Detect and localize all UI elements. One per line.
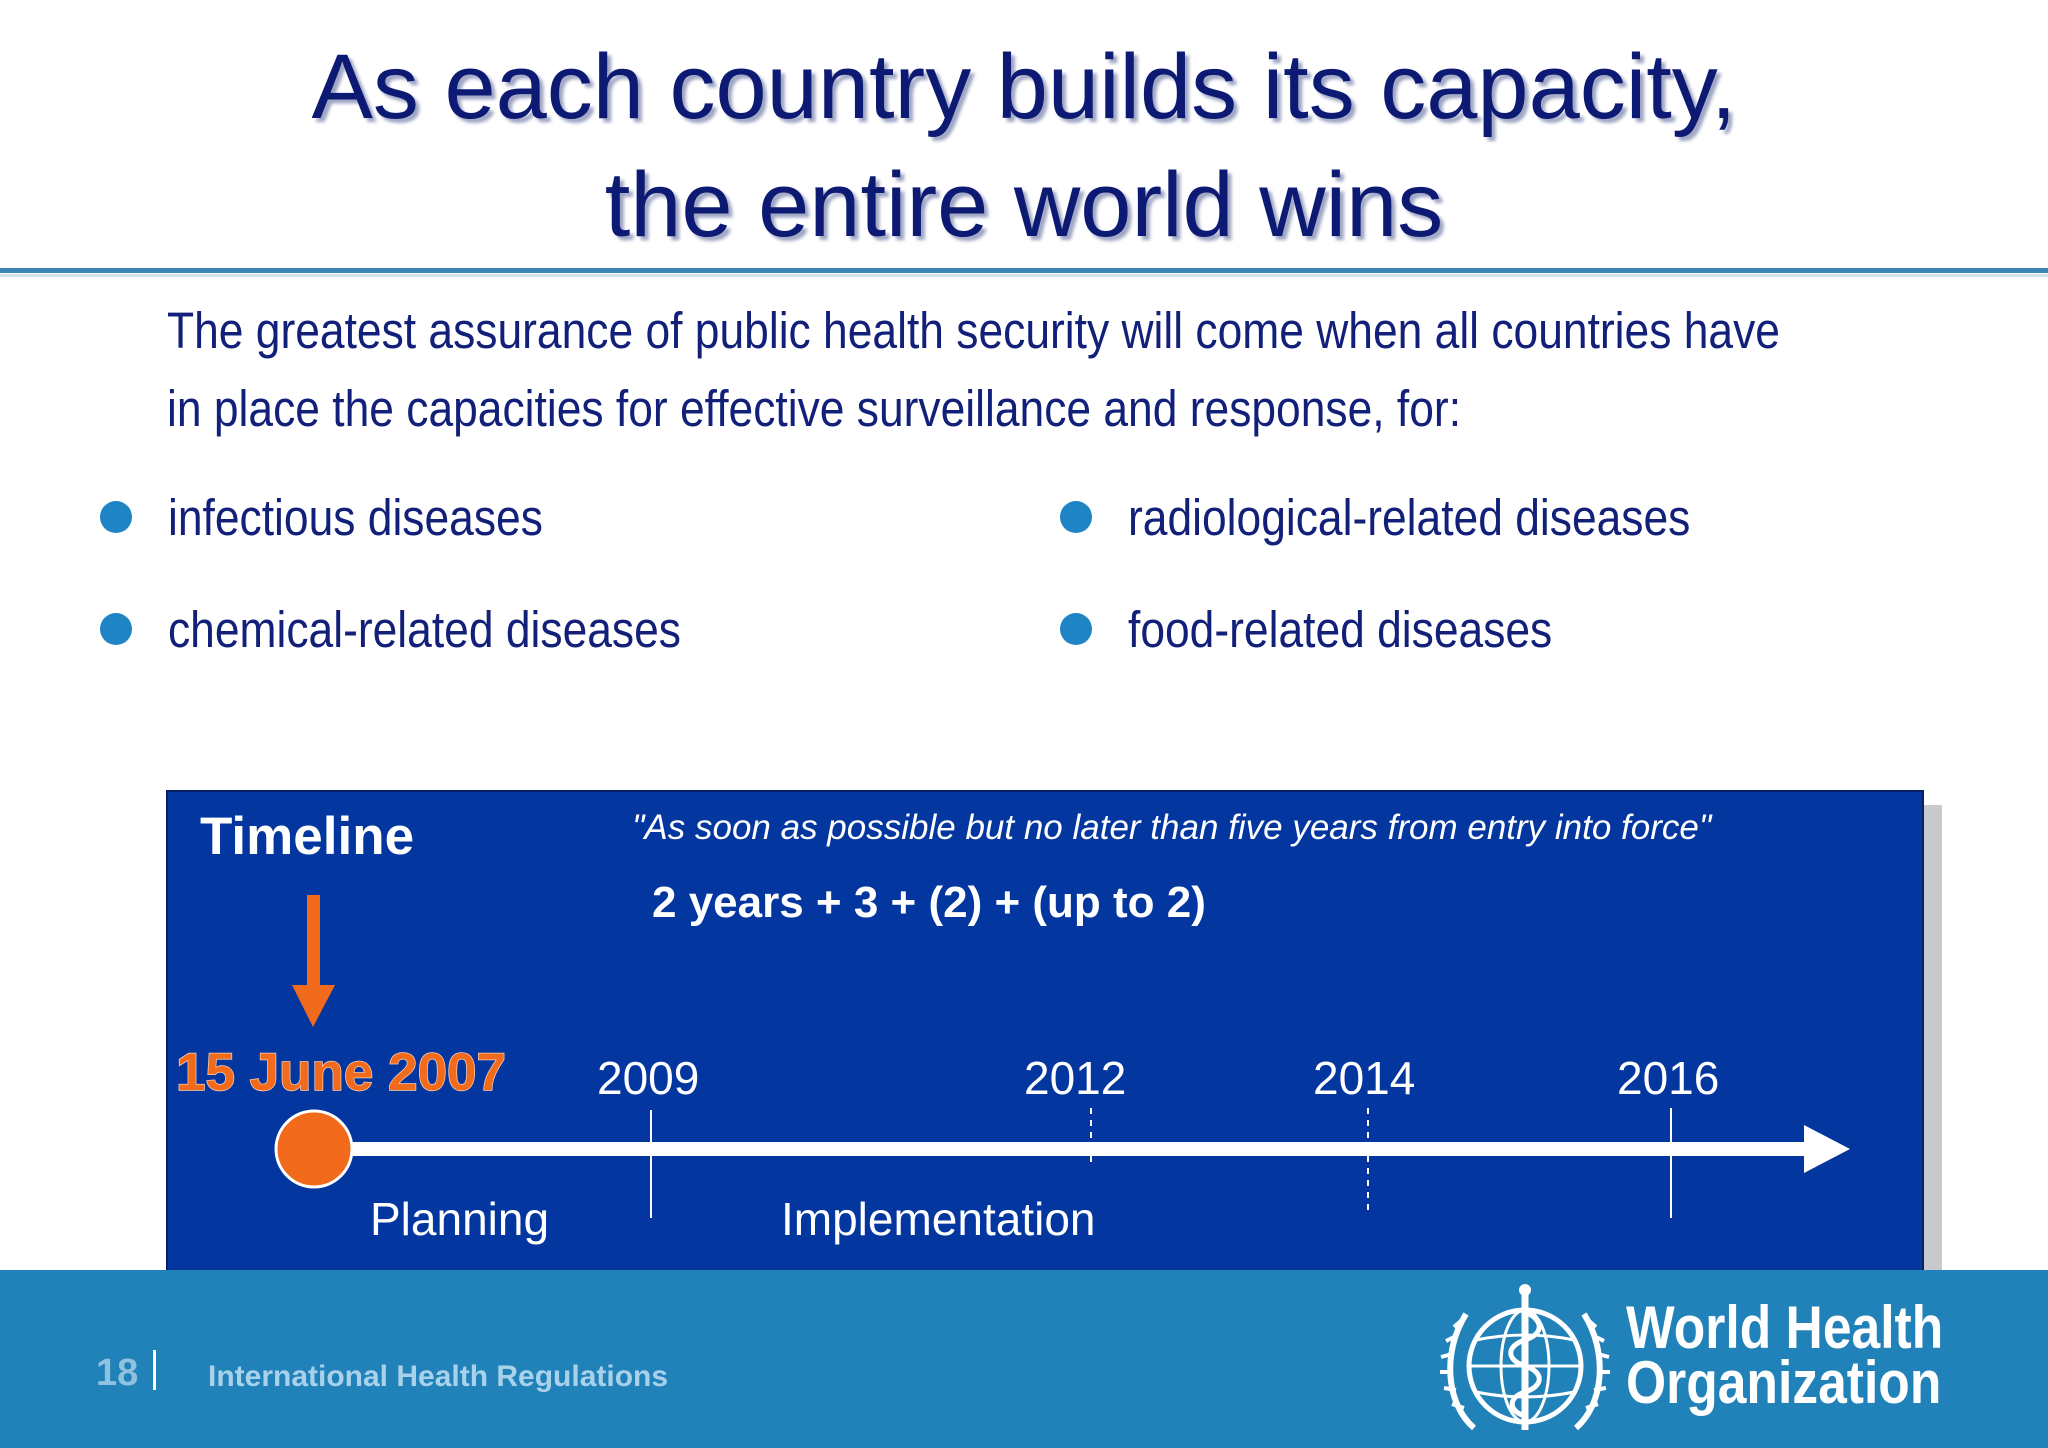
- timeline-axis: [300, 1142, 1816, 1156]
- who-emblem-icon: [1440, 1284, 1610, 1431]
- who-name-line-1: World Health: [1626, 1294, 1944, 1361]
- title-divider-shadow: [0, 274, 2048, 277]
- bullet-text: infectious diseases: [168, 488, 543, 546]
- bullet-dot-icon: [100, 501, 132, 533]
- down-arrow-icon: [292, 985, 335, 1027]
- timeline-heading: Timeline: [200, 807, 415, 866]
- bullet-text: chemical-related diseases: [168, 600, 681, 658]
- bullet-item: radiological-related diseases: [1060, 482, 1774, 552]
- bullet-dot-icon: [1060, 613, 1092, 645]
- down-arrow-shaft: [307, 895, 320, 987]
- title-line-1: As each country builds its capacity,: [311, 36, 1737, 138]
- year-label: 2009: [597, 1052, 699, 1104]
- bullet-item: chemical-related diseases: [100, 594, 758, 664]
- page-number: 18: [96, 1352, 139, 1394]
- bullet-dot-icon: [100, 613, 132, 645]
- start-marker-icon: [274, 1109, 354, 1189]
- intro-line-1: The greatest assurance of public health …: [167, 302, 1780, 359]
- timeline-formula: 2 years + 3 + (2) + (up to 2): [652, 878, 1206, 927]
- slide-title: As each country builds its capacity, the…: [0, 28, 2048, 264]
- start-date-label: 15 June 2007: [176, 1043, 506, 1102]
- footer-subtitle: International Health Regulations: [208, 1360, 669, 1393]
- who-name-line-2: Organization: [1626, 1349, 1942, 1416]
- timeline-quote: "As soon as possible but no later than f…: [632, 808, 1712, 847]
- timeline-panel: [166, 790, 1924, 1272]
- timeline-arrowhead-icon: [1804, 1125, 1850, 1173]
- title-divider: [0, 268, 2048, 273]
- phase-planning-label: Planning: [370, 1193, 549, 1245]
- bullet-text: radiological-related diseases: [1128, 488, 1691, 546]
- year-label: 2014: [1313, 1052, 1415, 1104]
- year-label: 2012: [1024, 1052, 1126, 1104]
- bullet-item: food-related diseases: [1060, 594, 1616, 664]
- footer-band: [0, 1270, 2048, 1448]
- year-label: 2016: [1617, 1052, 1719, 1104]
- phase-implementation-label: Implementation: [781, 1193, 1096, 1245]
- bullet-dot-icon: [1060, 501, 1092, 533]
- title-line-2: the entire world wins: [604, 154, 1444, 256]
- bullet-text: food-related diseases: [1128, 600, 1553, 658]
- page-number-separator: [153, 1350, 156, 1390]
- intro-line-2: in place the capacities for effective su…: [167, 380, 1462, 437]
- bullet-item: infectious diseases: [100, 482, 599, 552]
- intro-paragraph: The greatest assurance of public health …: [167, 292, 1780, 448]
